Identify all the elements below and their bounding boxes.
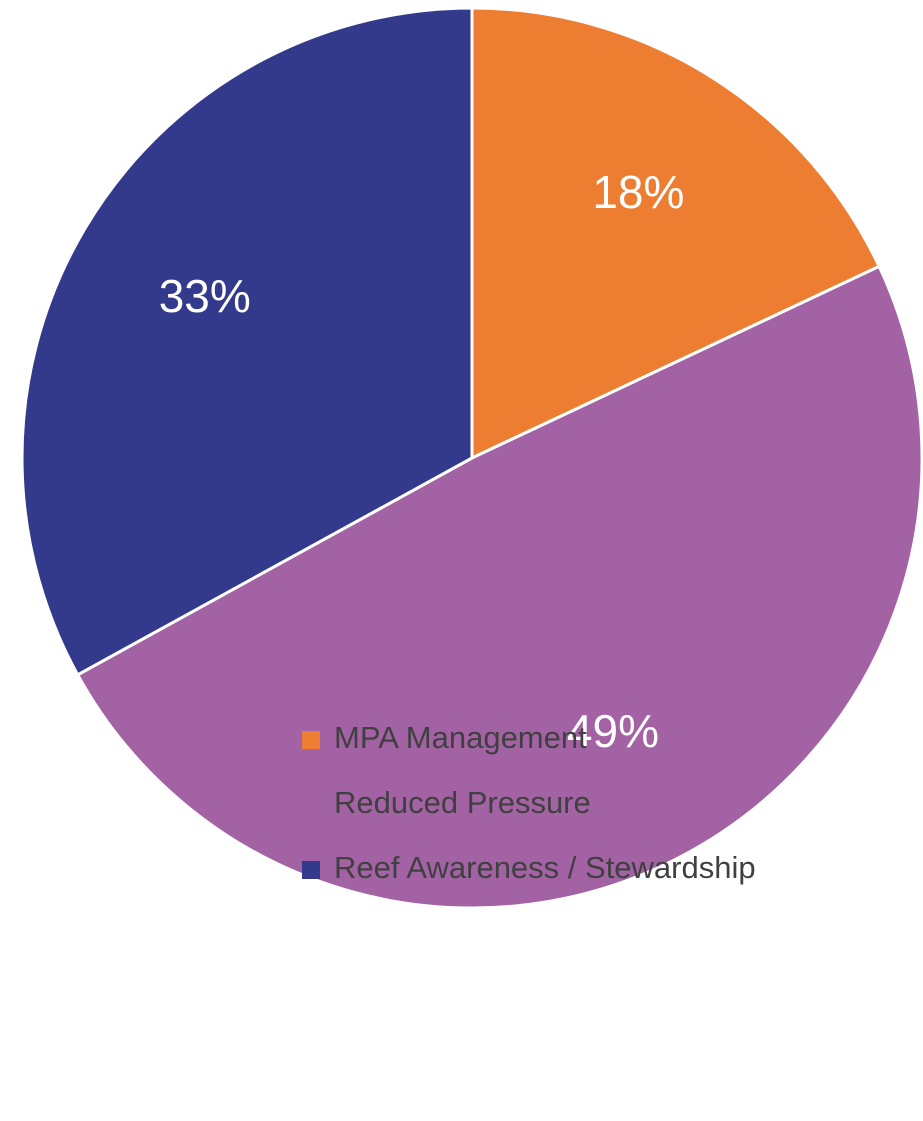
pie-slice (75, 264, 923, 910)
pie-slice (20, 6, 474, 677)
legend-swatch (302, 861, 320, 879)
data-label: 33% (159, 270, 251, 322)
legend-swatch (302, 796, 320, 814)
data-label: 49% (567, 705, 659, 757)
legend-label: Reef Awareness / Stewardship (334, 850, 756, 885)
pie-slice (470, 6, 882, 461)
legend-label: MPA Management (334, 720, 587, 755)
legend-swatch (302, 731, 320, 749)
data-label: 18% (592, 166, 684, 218)
legend-label: Reduced Pressure (334, 785, 591, 820)
